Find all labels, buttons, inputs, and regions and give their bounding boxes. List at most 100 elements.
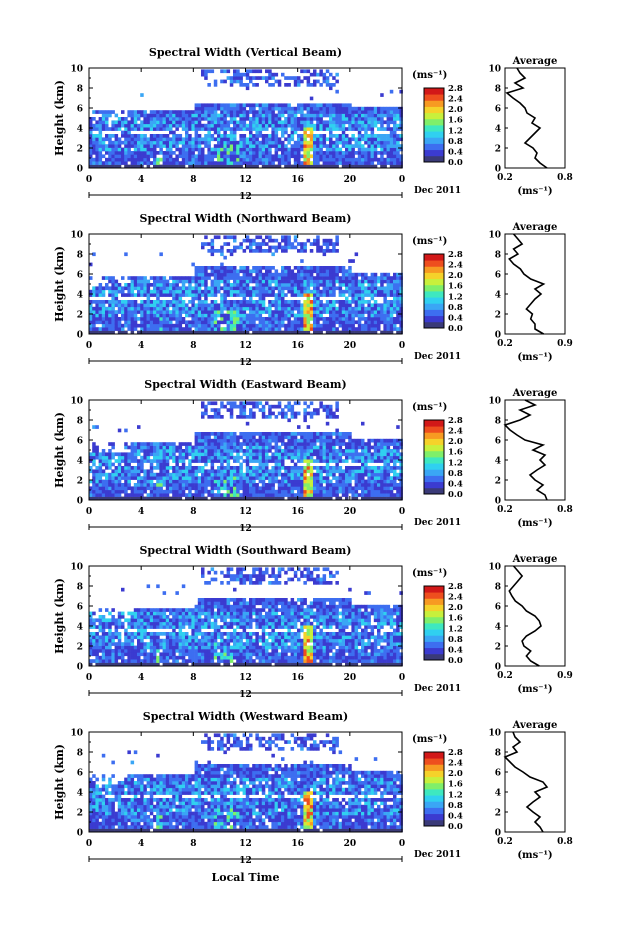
colorbar-swatch bbox=[424, 143, 444, 151]
panel-3: Spectral Width (Southward Beam) 0 2 4 6 8 10 He… bbox=[53, 544, 573, 700]
profile-y-tick-label: 10 bbox=[488, 563, 501, 573]
profile: Average 0 2 4 6 8 10 0.2 0.9 (ms⁻¹) bbox=[488, 222, 572, 363]
profile-x-tick-label: 0.2 bbox=[497, 505, 513, 515]
x-tick-label: 0 bbox=[399, 507, 405, 517]
profile-y-tick-label: 4 bbox=[495, 125, 501, 135]
colorbar-tick-label: 1.2 bbox=[448, 790, 463, 800]
colorbar-tick-label: 0.8 bbox=[448, 801, 463, 811]
colorbar: 0.00.40.81.21.62.02.42.8(ms⁻¹) bbox=[412, 70, 463, 168]
colorbar-swatch bbox=[424, 819, 444, 827]
date-day-label: 12 bbox=[239, 690, 252, 700]
panel-title: Spectral Width (Vertical Beam) bbox=[149, 46, 342, 59]
x-tick-label: 12 bbox=[239, 839, 252, 849]
x-tick-label: 8 bbox=[190, 341, 196, 351]
date-label: Dec 2011 bbox=[414, 684, 461, 694]
profile-x-tick-label: 0.8 bbox=[557, 505, 573, 515]
colorbar-swatch bbox=[424, 426, 444, 433]
x-tick-label: 0 bbox=[86, 839, 92, 849]
date-day-label: 12 bbox=[239, 358, 252, 368]
x-tick-label: 0 bbox=[399, 175, 405, 185]
colorbar-swatch bbox=[424, 309, 444, 317]
colorbar-swatch bbox=[424, 475, 444, 483]
y-tick-label: 2 bbox=[77, 145, 83, 155]
y-tick-label: 0 bbox=[77, 331, 83, 341]
colorbar-swatch bbox=[424, 112, 444, 120]
x-tick-label: 4 bbox=[138, 673, 144, 683]
colorbar-swatch bbox=[424, 789, 444, 796]
y-tick-label: 2 bbox=[77, 809, 83, 819]
heatmap bbox=[89, 567, 403, 667]
profile-y-tick-label: 8 bbox=[495, 85, 501, 95]
colorbar-unit: (ms⁻¹) bbox=[412, 568, 447, 579]
colorbar-tick-label: 2.4 bbox=[448, 593, 463, 603]
y-tick-label: 0 bbox=[77, 165, 83, 175]
y-tick-label: 2 bbox=[77, 643, 83, 653]
y-tick-label: 0 bbox=[77, 663, 83, 673]
colorbar-frame bbox=[423, 419, 445, 495]
colorbar-swatch bbox=[424, 813, 444, 821]
x-tick-label: 4 bbox=[138, 341, 144, 351]
colorbar-swatch bbox=[424, 586, 444, 593]
colorbar-swatch bbox=[424, 149, 444, 157]
profile-y-tick-label: 6 bbox=[495, 437, 501, 447]
profile: Average 0 2 4 6 8 10 0.2 0.8 (ms⁻¹) bbox=[488, 720, 572, 861]
x-tick-label: 16 bbox=[291, 341, 304, 351]
y-tick-label: 8 bbox=[77, 583, 83, 593]
profile-line bbox=[508, 565, 542, 667]
colorbar-unit: (ms⁻¹) bbox=[412, 70, 447, 81]
colorbar-tick-label: 2.4 bbox=[448, 427, 463, 437]
colorbar-tick-label: 0.0 bbox=[448, 490, 463, 500]
colorbar-tick-label: 0.4 bbox=[448, 811, 463, 821]
y-axis-label: Height (km) bbox=[53, 246, 66, 322]
colorbar-swatch bbox=[424, 291, 444, 298]
colorbar-tick-label: 0.8 bbox=[448, 137, 463, 147]
colorbar-swatch bbox=[424, 604, 444, 612]
y-tick-label: 6 bbox=[77, 105, 83, 115]
profile-y-tick-label: 6 bbox=[495, 271, 501, 281]
profile-y-tick-label: 0 bbox=[495, 663, 501, 673]
x-tick-label: 16 bbox=[291, 507, 304, 517]
x-tick-label: 0 bbox=[86, 507, 92, 517]
profile-x-label: (ms⁻¹) bbox=[517, 186, 552, 197]
profile-line bbox=[508, 233, 546, 335]
profile-x-label: (ms⁻¹) bbox=[517, 850, 552, 861]
colorbar-swatch bbox=[424, 752, 444, 759]
profile-title: Average bbox=[512, 388, 558, 399]
colorbar-swatch bbox=[424, 254, 444, 261]
profile-y-tick-label: 0 bbox=[495, 165, 501, 175]
colorbar-swatch bbox=[424, 457, 444, 464]
y-tick-label: 2 bbox=[77, 477, 83, 487]
colorbar-swatch bbox=[424, 315, 444, 323]
colorbar-swatch bbox=[424, 469, 444, 476]
profile-frame bbox=[504, 233, 566, 335]
profile: Average 0 2 4 6 8 10 0.2 0.9 (ms⁻¹) bbox=[488, 554, 572, 695]
profile-x-tick-label: 0.2 bbox=[497, 173, 513, 183]
colorbar-swatch bbox=[424, 88, 444, 95]
y-tick-label: 8 bbox=[77, 85, 83, 95]
profile-frame bbox=[504, 67, 566, 169]
profile-frame bbox=[504, 399, 566, 501]
colorbar-tick-label: 1.2 bbox=[448, 126, 463, 136]
profile-y-tick-label: 6 bbox=[495, 769, 501, 779]
colorbar-frame bbox=[423, 751, 445, 827]
panel-title: Spectral Width (Southward Beam) bbox=[139, 544, 351, 557]
colorbar-swatch bbox=[424, 635, 444, 642]
y-axis-label: Height (km) bbox=[53, 744, 66, 820]
x-tick-label: 16 bbox=[291, 839, 304, 849]
y-tick-label: 2 bbox=[77, 311, 83, 321]
colorbar-tick-label: 1.2 bbox=[448, 458, 463, 468]
colorbar-frame bbox=[423, 585, 445, 661]
profile-line bbox=[505, 67, 548, 169]
profile-y-tick-label: 8 bbox=[495, 417, 501, 427]
colorbar-swatch bbox=[424, 647, 444, 655]
colorbar-swatch bbox=[424, 641, 444, 649]
colorbar-tick-label: 2.8 bbox=[448, 582, 463, 592]
colorbar-tick-label: 2.0 bbox=[448, 603, 463, 613]
y-tick-label: 8 bbox=[77, 417, 83, 427]
y-tick-label: 0 bbox=[77, 497, 83, 507]
profile-x-tick-label: 0.2 bbox=[497, 671, 513, 681]
colorbar-tick-label: 0.4 bbox=[448, 645, 463, 655]
x-tick-label: 8 bbox=[190, 673, 196, 683]
colorbar-tick-label: 2.4 bbox=[448, 759, 463, 769]
x-tick-label: 20 bbox=[344, 507, 357, 517]
